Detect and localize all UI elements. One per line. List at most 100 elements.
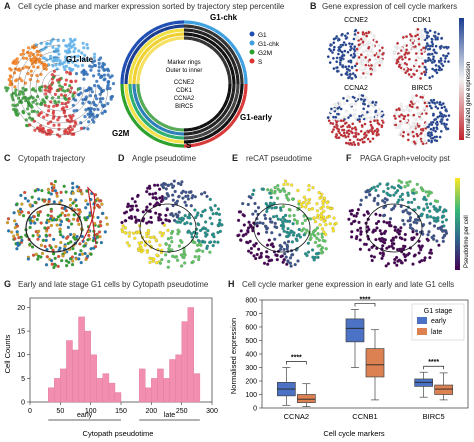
h-x-tick-label-2: BIRC5: [423, 412, 445, 421]
h-y-tick-label-0: 0: [253, 406, 257, 413]
panel-g-title: Early and late stage G1 cells by Cytopat…: [18, 280, 209, 289]
x-tick-label-5: 250: [176, 408, 188, 415]
legend-label-s: S: [258, 59, 263, 66]
panel-e-letter: E: [232, 153, 239, 163]
ring-note-line1: Marker rings: [167, 60, 200, 66]
y-tick-label-3: 15: [17, 329, 25, 336]
box-late-birc5: [434, 384, 454, 395]
panel-c-trajectory-umap: [5, 179, 109, 270]
histogram-bar: [193, 373, 201, 403]
h-x-tick-label-1: CCNB1: [352, 412, 377, 421]
panel-g-ylabel: Cell Counts: [3, 334, 12, 373]
h-y-tick-label-6: 600: [245, 325, 257, 332]
panel-f-letter: F: [346, 153, 352, 163]
panel-c-title: Cytopath trajectory: [18, 154, 86, 163]
panel-a-ring-plot: [120, 20, 248, 148]
histogram-bar: [175, 354, 182, 403]
histogram-bar: [145, 387, 152, 403]
phase-label-g2m: G2M: [112, 129, 130, 138]
significance-stars: ****: [360, 296, 371, 303]
panel-b-letter: B: [310, 1, 317, 11]
panel-e-title: reCAT pseudotime: [246, 154, 312, 163]
h-y-tick-label-4: 400: [245, 352, 257, 359]
histogram-bar: [187, 307, 194, 403]
legend-dot-g1: [249, 31, 255, 37]
h-y-tick-label-5: 500: [245, 338, 257, 345]
panel-h-legend: G1 stage early late: [411, 303, 465, 341]
legend-label-g1chk: G1-chk: [258, 41, 280, 48]
x-tick-label-0: 0: [28, 408, 32, 415]
panel-b-colorbar-label: Normalized gene expression: [466, 62, 472, 138]
group-label-early: early: [77, 412, 93, 419]
histogram-bar: [84, 330, 91, 403]
panel-f-title: PAGA Graph+velocity pst: [360, 154, 450, 163]
ring-marker-2: CDK1: [176, 88, 193, 94]
histogram-bar: [181, 321, 188, 403]
box-early-ccnb1: [345, 318, 365, 343]
y-tick-label-0: 0: [21, 400, 25, 407]
legend-label-late: late: [431, 329, 442, 336]
x-tick-label-4: 200: [145, 408, 157, 415]
phase-label-g1early: G1-early: [240, 113, 273, 122]
histogram-bar: [151, 378, 158, 403]
h-y-tick-label-1: 100: [245, 392, 257, 399]
panel-a-phase-scatter: [4, 37, 116, 138]
significance-stars: ****: [428, 359, 439, 366]
histogram-bar: [102, 373, 110, 403]
y-tick-label-2: 10: [17, 352, 25, 359]
panel-f-paga-umap: [347, 179, 449, 268]
panel-d-letter: D: [118, 153, 125, 163]
panel-c-letter: C: [4, 153, 11, 163]
panels-c-f-figure: Pseudotime per cell: [5, 178, 470, 270]
x-tick-label-6: 300: [206, 408, 218, 415]
legend-label-early: early: [431, 318, 447, 325]
histogram-bar: [114, 392, 122, 403]
gene-label-ccna2: CCNA2: [344, 85, 368, 92]
significance-stars: ****: [291, 355, 302, 362]
histogram-bar: [66, 340, 73, 403]
histogram-bar: [163, 378, 170, 403]
panel-g-letter: G: [4, 279, 12, 289]
panel-h-letter: H: [228, 279, 235, 289]
legend-dot-s: [249, 58, 255, 64]
histogram-bar: [138, 368, 146, 403]
ring-marker-1: CCNE2: [174, 80, 195, 86]
panel-h-chart: 0 100 200 300 400 500 600 700 800 CCNA2 **** CCNB1 *…: [229, 296, 469, 438]
histogram-bar: [54, 378, 61, 403]
gene-label-ccne2: CCNE2: [344, 17, 368, 24]
panel-e-recat-umap: [236, 179, 338, 268]
histogram-bar: [60, 368, 67, 403]
panel-a-figure: G1-chk G1-late G1-early G2M S Marker rin…: [4, 13, 280, 150]
h-x-tick-label-0: CCNA2: [284, 412, 309, 421]
ring-marker-4: BIRC5: [175, 104, 193, 110]
phase-label-s: S: [186, 141, 192, 150]
histogram-bar: [72, 349, 79, 403]
panel-b-title: Gene expression of cell cycle markers: [322, 2, 458, 11]
panel-h-xlabel: Cell cycle markers: [323, 429, 385, 438]
legend-dot-g2m: [249, 49, 255, 55]
group-label-late: late: [164, 412, 175, 419]
legend-label-g1: G1: [258, 32, 267, 39]
ring-note-line2: Outer to inner: [166, 68, 203, 74]
legend-swatch-early: [417, 317, 427, 324]
h-y-tick-label-2: 200: [245, 379, 257, 386]
histogram-bar: [78, 316, 85, 403]
significance-bracket: [423, 365, 445, 370]
gene-label-birc5: BIRC5: [412, 85, 433, 92]
significance-bracket: [285, 361, 307, 365]
histogram-bar: [157, 368, 164, 403]
phase-label-g1chk: G1-chk: [210, 13, 238, 22]
y-tick-label-4: 20: [17, 305, 25, 312]
legend-title: G1 stage: [424, 308, 453, 315]
h-y-tick-label-7: 700: [245, 311, 257, 318]
x-tick-label-2: 100: [85, 408, 97, 415]
panel-h-ylabel: Normalised expression: [229, 318, 238, 394]
box-late-ccna2: [296, 394, 316, 403]
panel-b-figure: CCNE2 CDK1 CCNA2 BIRC5 Normalized gene e…: [326, 17, 472, 147]
panel-d-angle-umap: [120, 179, 224, 269]
box-late-ccnb1: [365, 348, 385, 378]
x-tick-label-1: 50: [56, 408, 64, 415]
panel-a-legend: G1 G1-chk G2M S: [249, 31, 280, 66]
panel-g-xlabel: Cytopath pseudotime: [83, 429, 154, 438]
